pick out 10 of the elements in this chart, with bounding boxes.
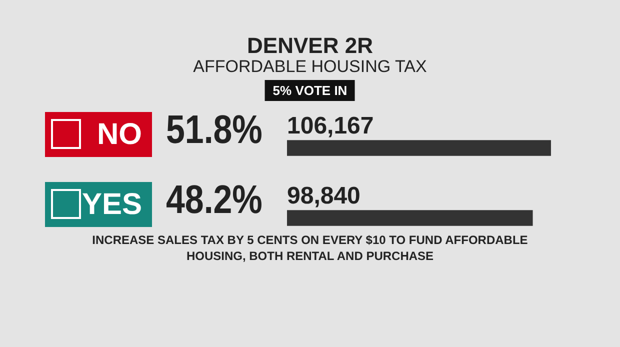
text: 48.2% [166,178,262,223]
y-tick-label: NO [97,118,142,152]
chart-subtitle: AFFORDABLE HOUSING TAX [192,57,428,77]
chart-title: DENVER 2R [246,33,374,59]
text: 51.8% [166,108,262,153]
data-label: 106,167 [287,112,374,140]
data-label: 98,840 [287,182,360,210]
y-tick-label: YES [82,188,142,222]
text: 5% VOTE IN [264,80,356,101]
annotation: INCREASE SALES TAX BY 5 CENTS ON EVERY $10 TO FUND AFFORDABLE HOUSING, BOTH RENTAL AND PURCHASE [91,232,529,264]
